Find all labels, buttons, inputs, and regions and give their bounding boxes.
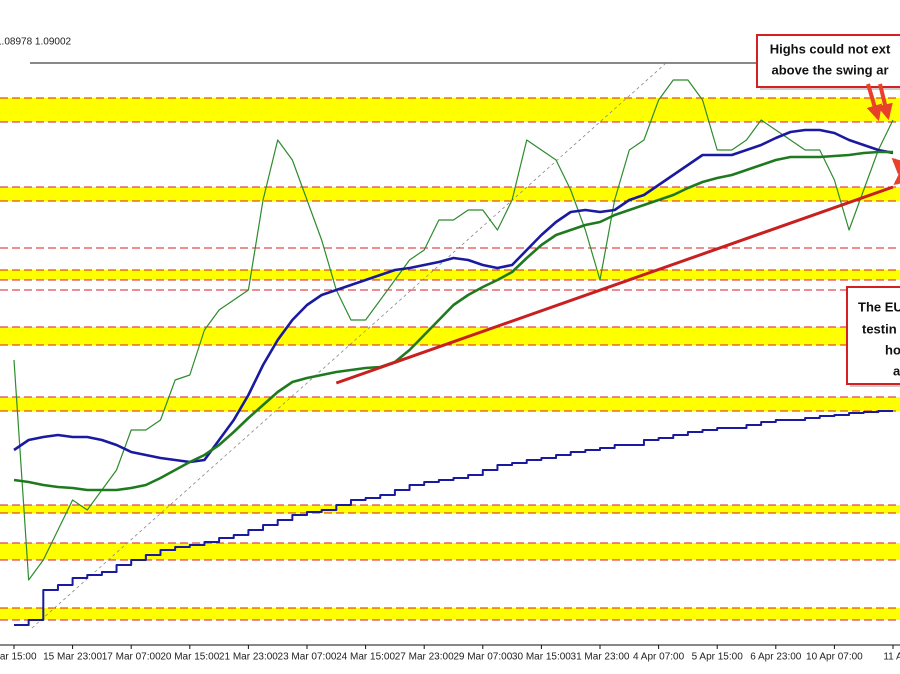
zone	[0, 270, 900, 280]
annotation-box	[846, 286, 900, 385]
x-tick-label: 27 Mar 23:00	[395, 652, 454, 663]
annotation-text: Highs could not ext	[770, 41, 891, 56]
annotation-text: The EU	[858, 299, 900, 314]
x-tick-label: 24 Mar 15:00	[336, 652, 395, 663]
x-tick-label: 20 Mar 15:00	[160, 652, 219, 663]
x-tick-label: 31 Mar 23:00	[571, 652, 630, 663]
annotation-text: ho	[885, 342, 900, 357]
x-tick-label: 11 A	[883, 652, 900, 663]
x-tick-label: 15 Mar 23:00	[43, 652, 102, 663]
series-line	[13, 79, 894, 581]
x-tick-label: 4 Apr 07:00	[633, 652, 685, 663]
arrow	[866, 83, 883, 122]
trend-line	[335, 185, 894, 385]
arrow	[891, 157, 900, 175]
annotation-text: above the swing ar	[771, 62, 888, 77]
series-line	[13, 128, 894, 464]
x-tick-label: 23 Mar 07:00	[278, 652, 337, 663]
annotation-text: testin	[862, 321, 897, 336]
zone	[0, 98, 900, 122]
arrow	[893, 168, 900, 185]
header-prices: 1.08978 1.09002	[0, 37, 72, 48]
zone	[0, 608, 900, 620]
x-tick-label: 17 Mar 07:00	[102, 652, 161, 663]
zone	[0, 543, 900, 560]
zone	[0, 187, 900, 201]
x-tick-label: 21 Mar 23:00	[219, 652, 278, 663]
x-tick-label: 6 Apr 23:00	[750, 652, 802, 663]
arrow	[877, 83, 893, 121]
x-tick-label: 30 Mar 15:00	[512, 652, 571, 663]
zone	[0, 505, 900, 513]
series-line	[14, 410, 893, 626]
x-tick-label: 10 Apr 07:00	[806, 652, 863, 663]
zone	[0, 397, 900, 411]
annotation-text: a	[893, 363, 900, 378]
x-tick-label: 29 Mar 07:00	[453, 652, 512, 663]
x-tick-label: 5 Apr 15:00	[692, 652, 744, 663]
annotation-box	[756, 34, 900, 88]
zone	[0, 327, 900, 345]
x-tick-label: Mar 15:00	[0, 652, 37, 663]
series-line	[13, 150, 893, 492]
